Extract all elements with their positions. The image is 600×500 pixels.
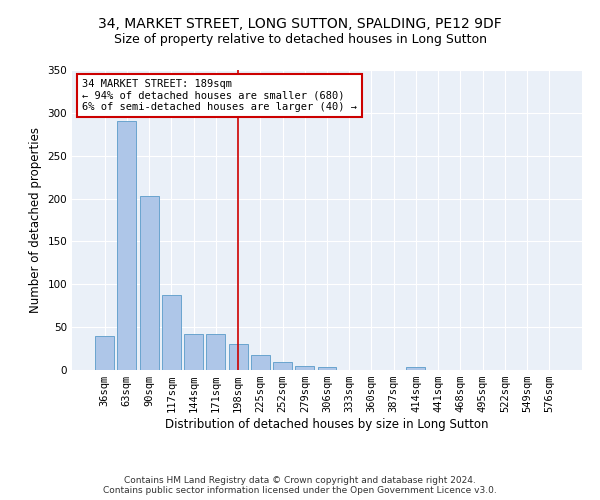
Text: 34 MARKET STREET: 189sqm
← 94% of detached houses are smaller (680)
6% of semi-d: 34 MARKET STREET: 189sqm ← 94% of detach… — [82, 79, 357, 112]
Text: 34, MARKET STREET, LONG SUTTON, SPALDING, PE12 9DF: 34, MARKET STREET, LONG SUTTON, SPALDING… — [98, 18, 502, 32]
Bar — [273, 362, 292, 370]
Bar — [162, 296, 181, 370]
Bar — [251, 356, 270, 370]
Text: Size of property relative to detached houses in Long Sutton: Size of property relative to detached ho… — [113, 32, 487, 46]
Bar — [140, 196, 158, 370]
Bar — [118, 122, 136, 370]
Bar — [295, 366, 314, 370]
Bar — [184, 334, 203, 370]
Bar — [406, 366, 425, 370]
Bar — [317, 366, 337, 370]
Bar — [229, 344, 248, 370]
Bar — [206, 334, 225, 370]
X-axis label: Distribution of detached houses by size in Long Sutton: Distribution of detached houses by size … — [165, 418, 489, 431]
Text: Contains HM Land Registry data © Crown copyright and database right 2024.: Contains HM Land Registry data © Crown c… — [124, 476, 476, 485]
Text: Contains public sector information licensed under the Open Government Licence v3: Contains public sector information licen… — [103, 486, 497, 495]
Y-axis label: Number of detached properties: Number of detached properties — [29, 127, 42, 313]
Bar — [95, 336, 114, 370]
